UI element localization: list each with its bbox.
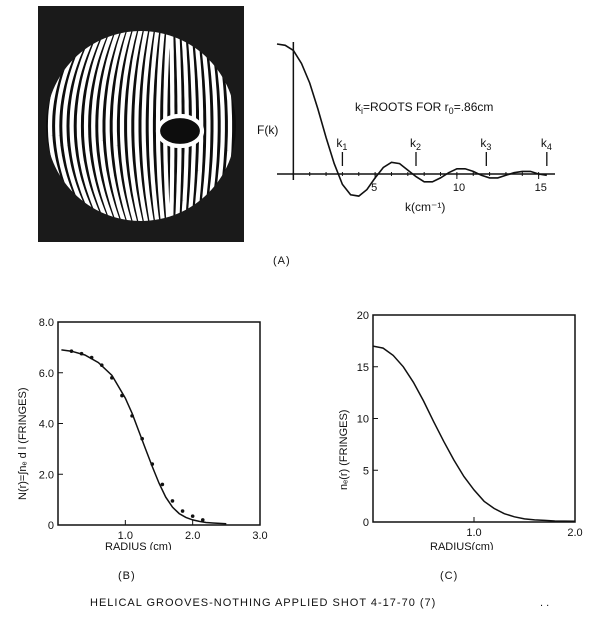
chart-c-xlabel: RADIUS(cm) [430,541,494,550]
chart-b-xlabel: RADIUS (cm) [105,541,172,550]
interference-fringe [98,31,122,221]
chart-a-fk-curve [276,43,547,197]
x-tick-label: 2.0 [567,527,582,539]
y-tick-label: 0 [363,517,369,529]
chart-a-root-label: k3 [480,136,491,152]
data-point [89,355,94,360]
interferogram-image [38,6,244,242]
data-point [200,518,205,522]
chart-c-ylabel: nₑ(r) (FRINGES) [338,410,350,490]
interference-fringe [198,31,211,221]
data-point [130,414,134,418]
x-tick-label: 1.0 [118,530,133,542]
chart-a-fk: k1 k2 k3 k4 5 10 15 F(k) k(cm⁻¹) ki=ROOTS FOR… [257,42,555,214]
chart-a-root-label: k4 [541,136,552,152]
interference-fringe [83,31,111,221]
interference-fringe [105,31,128,221]
x-tick-label: 3.0 [252,530,267,542]
data-point [110,376,114,380]
chart-a-root-label: k1 [336,136,347,152]
chart-a-x-tick-label: 10 [453,182,465,194]
chart-b-ylabel: N(r)=∫nₑ d l (FRINGES) [17,387,29,500]
chart-a-annotation: ki=ROOTS FOR r0=.86cm [355,100,493,116]
figure-caption: HELICAL GROOVES-NOTHING APPLIED SHOT 4-1… [90,597,437,609]
x-tick-label: 2.0 [185,530,200,542]
data-point [69,349,74,353]
data-point [79,351,84,356]
chart-a-xlabel: k(cm⁻¹) [405,200,445,214]
plot-frame [57,321,261,526]
caption-dots: . . [540,597,550,609]
y-tick-label: 6.0 [39,368,54,380]
x-tick-label: 1.0 [466,527,481,539]
interference-fringe [134,31,150,221]
data-point [180,509,185,513]
y-tick-label: 20 [357,310,369,322]
y-tick-label: 10 [357,414,369,426]
y-tick-label: 8.0 [39,317,54,329]
panel-label-a: (A) [273,255,291,267]
interference-fringe [69,31,101,221]
data-point [120,393,124,398]
chart-a-root-label: k2 [410,136,421,152]
chart-a-x-tick-label: 15 [535,182,547,194]
interference-fringe [91,31,117,221]
interference-fringe [76,31,106,221]
data-point [99,363,104,367]
chart-b-fringes: 0 2.0 4.0 6.0 8.0 1.0 2.0 3.0 N(r)=∫nₑ d l (FRI… [17,317,268,550]
chart-a-ylabel: F(k) [257,123,278,137]
interference-fringe [119,31,139,221]
data-point [140,436,144,441]
interference-fringe [127,31,144,221]
data-point [160,482,165,487]
data-point [150,462,155,466]
interference-fringe [148,31,160,221]
chart-a-x-tick-label: 5 [371,182,377,194]
data-point [190,514,195,518]
profile-curve [61,349,227,525]
y-tick-label: 4.0 [39,419,54,431]
profile-curve [372,345,576,522]
panel-label-b: (B) [118,570,136,582]
interference-fringe [112,31,133,221]
chart-c-density: 0 5 10 15 20 1.0 2.0 nₑ(r) (FRINGES) RADIUS(cm… [338,310,583,550]
interference-fringe [141,31,155,221]
data-point [170,499,175,503]
fringe-island [155,113,205,149]
y-tick-label: 5 [363,465,369,477]
y-tick-label: 15 [357,362,369,374]
interference-fringe [62,31,95,221]
y-tick-label: 0 [48,520,54,532]
panel-label-c: (C) [440,570,459,582]
y-tick-label: 2.0 [39,469,54,481]
